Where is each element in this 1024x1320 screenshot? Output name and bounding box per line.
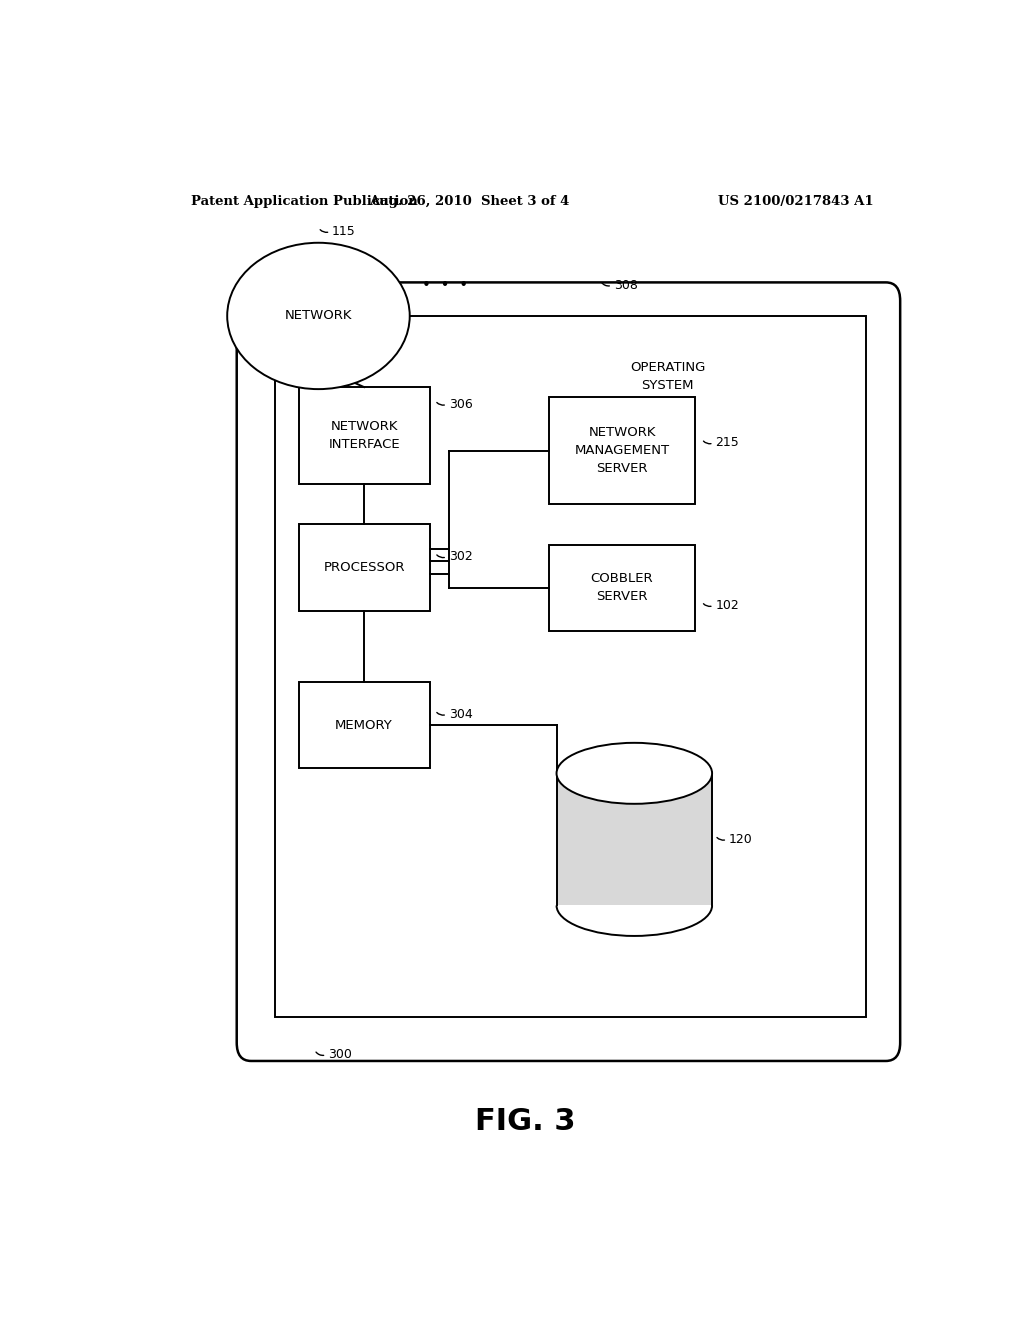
Ellipse shape xyxy=(227,243,410,389)
Bar xyxy=(557,774,712,906)
Text: 304: 304 xyxy=(449,708,472,721)
Text: Patent Application Publication: Patent Application Publication xyxy=(191,194,418,207)
Text: 306: 306 xyxy=(449,397,472,411)
Bar xyxy=(299,387,430,483)
Bar xyxy=(549,397,695,504)
Bar xyxy=(299,682,430,768)
Text: NETWORK: NETWORK xyxy=(285,309,352,322)
Text: NETWORK
MANAGEMENT
SERVER: NETWORK MANAGEMENT SERVER xyxy=(574,426,670,475)
Text: 215: 215 xyxy=(715,437,739,450)
Text: NETWORK
INTERFACE: NETWORK INTERFACE xyxy=(329,420,400,451)
Text: 308: 308 xyxy=(613,279,638,292)
Text: PROCESSOR: PROCESSOR xyxy=(324,561,404,574)
Text: 300: 300 xyxy=(328,1048,352,1061)
Text: FIG. 3: FIG. 3 xyxy=(474,1107,575,1137)
Text: MEMORY: MEMORY xyxy=(335,718,393,731)
Text: 120: 120 xyxy=(729,833,753,846)
Bar xyxy=(549,545,695,631)
Text: COBBLER
SERVER: COBBLER SERVER xyxy=(591,573,653,603)
Text: 102: 102 xyxy=(715,599,739,612)
Ellipse shape xyxy=(557,743,712,804)
Text: •  •  •: • • • xyxy=(422,279,468,293)
Text: OPERATING
SYSTEM: OPERATING SYSTEM xyxy=(630,362,706,392)
Text: US 2100/0217843 A1: US 2100/0217843 A1 xyxy=(719,194,873,207)
FancyBboxPatch shape xyxy=(237,282,900,1061)
Text: 302: 302 xyxy=(449,550,472,564)
Bar xyxy=(299,524,430,611)
Text: 115: 115 xyxy=(332,226,355,238)
Bar xyxy=(274,315,866,1018)
Text: Aug. 26, 2010  Sheet 3 of 4: Aug. 26, 2010 Sheet 3 of 4 xyxy=(369,194,569,207)
